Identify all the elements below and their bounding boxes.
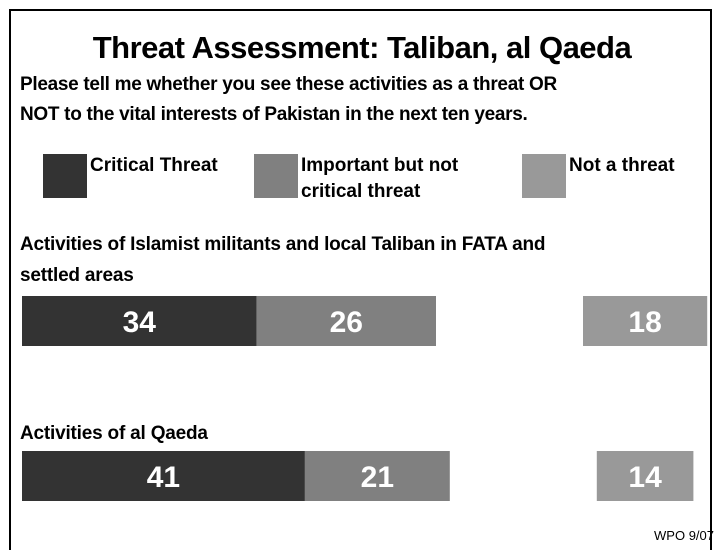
- category-label-al-qaeda-line1: Activities of al Qaeda: [20, 423, 208, 444]
- bar-not-threat-1: [596, 451, 694, 501]
- data-label-not-threat-0: 18: [628, 306, 661, 339]
- chart-frame: [9, 9, 712, 550]
- legend-label-not-threat: Not a threat: [569, 153, 675, 179]
- category-label-al-qaeda: Activities of al Qaeda: [20, 418, 208, 449]
- category-label-taliban-line2: settled areas: [20, 265, 134, 286]
- chart-title: Threat Assessment: Taliban, al Qaeda: [92, 30, 632, 65]
- question-line-2: NOT to the vital interests of Pakistan i…: [20, 104, 528, 125]
- source-note: WPO 9/07: [654, 528, 714, 543]
- legend-label-critical-line1: Critical Threat: [90, 155, 218, 176]
- data-label-important-1: 21: [361, 461, 394, 494]
- legend-label-critical: Critical Threat: [90, 153, 218, 179]
- legend-swatch-critical: [43, 154, 87, 198]
- category-label-taliban: Activities of Islamist militants and loc…: [20, 229, 546, 291]
- legend-label-important: Important but not critical threat: [301, 153, 458, 205]
- data-label-critical-0: 34: [123, 306, 157, 339]
- bar-not-threat-0: [583, 296, 708, 346]
- legend-swatch-not-threat: [522, 154, 566, 198]
- legend-swatch-important: [254, 154, 298, 198]
- bar-important-0: [256, 296, 436, 346]
- bar-critical-1: [22, 451, 305, 501]
- legend-label-not-threat-line1: Not a threat: [569, 155, 675, 176]
- data-label-not-threat-1: 14: [628, 461, 662, 494]
- question-line-1: Please tell me whether you see these act…: [20, 74, 557, 95]
- bar-critical-0: [22, 296, 257, 346]
- data-label-critical-1: 41: [147, 461, 180, 494]
- legend-label-important-line1: Important but not: [301, 155, 459, 176]
- data-label-important-0: 26: [330, 306, 363, 339]
- category-label-taliban-line1: Activities of Islamist militants and loc…: [20, 234, 546, 255]
- legend-label-important-line2: critical threat: [301, 181, 421, 202]
- bar-important-1: [304, 451, 450, 501]
